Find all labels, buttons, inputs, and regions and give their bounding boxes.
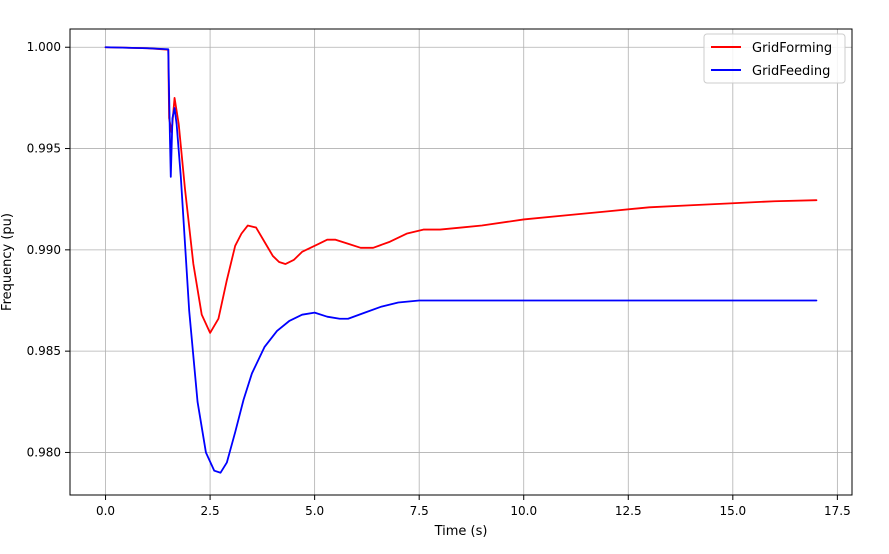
- series-layer: [104, 46, 818, 474]
- plot-area-frame: [69, 28, 853, 496]
- x-tick-label: 5.0: [305, 504, 324, 518]
- y-tick-label: 0.985: [27, 344, 61, 358]
- y-tick-label: 0.980: [27, 445, 61, 459]
- axis-ticks: 0.0 2.5 5.0 7.5 10.0 12.5 15.0 17.5 0.980 0.985 0.…: [27, 40, 851, 518]
- legend: GridForming GridFeeding: [703, 33, 846, 84]
- y-tick-label: 1.000: [27, 40, 61, 54]
- series-line-gridfeeding: [104, 46, 818, 474]
- x-tick-label: 15.0: [719, 504, 746, 518]
- x-tick-label: 12.5: [615, 504, 642, 518]
- legend-label-gridforming: GridForming: [752, 41, 832, 56]
- series-line-gridforming: [104, 46, 818, 334]
- x-tick-label: 17.5: [824, 504, 851, 518]
- grid-lines: [70, 29, 852, 495]
- x-tick-label: 2.5: [201, 504, 220, 518]
- x-tick-label: 10.0: [510, 504, 537, 518]
- y-axis-label: Frequency (pu): [0, 213, 15, 311]
- x-axis-label: Time (s): [434, 524, 488, 539]
- legend-label-gridfeeding: GridFeeding: [752, 64, 830, 79]
- x-tick-label: 0.0: [96, 504, 115, 518]
- y-tick-label: 0.995: [27, 142, 61, 156]
- y-tick-label: 0.990: [27, 243, 61, 257]
- x-tick-label: 7.5: [410, 504, 429, 518]
